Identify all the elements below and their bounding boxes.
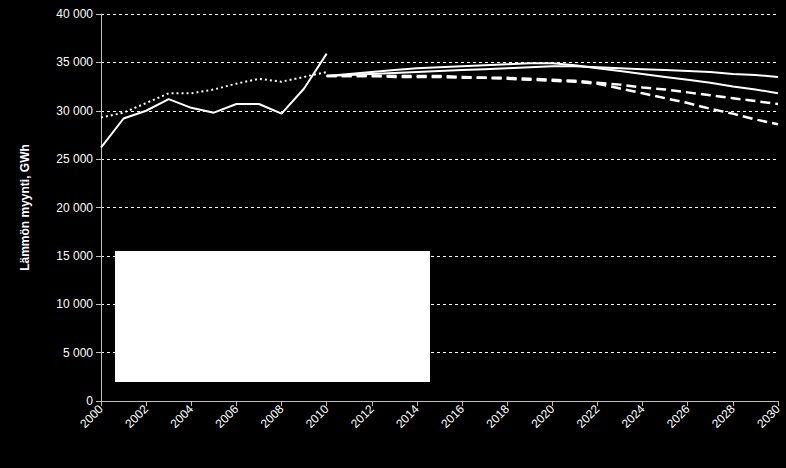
svg-text:2008: 2008 [258,402,287,431]
svg-text:5 000: 5 000 [63,346,93,360]
svg-text:2012: 2012 [348,402,377,431]
svg-text:2006: 2006 [213,402,242,431]
svg-text:40 000: 40 000 [56,7,93,21]
svg-text:10 000: 10 000 [56,297,93,311]
svg-text:2020: 2020 [529,402,558,431]
svg-text:2016: 2016 [438,402,467,431]
svg-text:2024: 2024 [619,402,648,431]
svg-text:2022: 2022 [574,402,603,431]
svg-text:2004: 2004 [167,402,196,431]
svg-text:2010: 2010 [303,402,332,431]
svg-text:Lämmön myynti, GWh: Lämmön myynti, GWh [18,144,32,271]
svg-text:2000: 2000 [77,402,106,431]
svg-text:2030: 2030 [754,402,783,431]
svg-text:2028: 2028 [709,402,738,431]
svg-text:20 000: 20 000 [56,201,93,215]
svg-text:2014: 2014 [393,402,422,431]
svg-text:2018: 2018 [483,402,512,431]
svg-text:25 000: 25 000 [56,152,93,166]
svg-text:2002: 2002 [122,402,151,431]
svg-text:30 000: 30 000 [56,104,93,118]
svg-text:35 000: 35 000 [56,55,93,69]
svg-text:2026: 2026 [664,402,693,431]
svg-text:0: 0 [86,394,93,408]
svg-text:15 000: 15 000 [56,249,93,263]
